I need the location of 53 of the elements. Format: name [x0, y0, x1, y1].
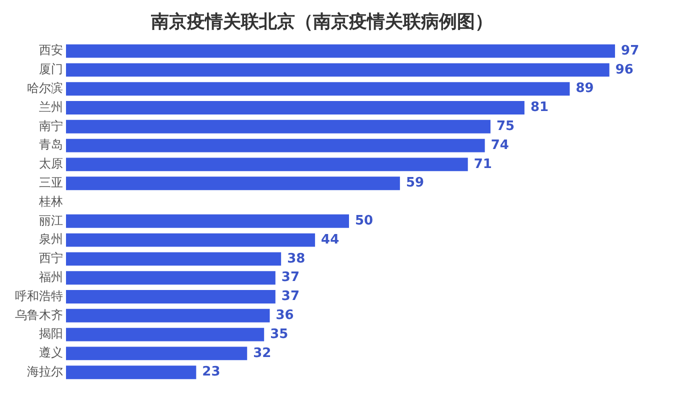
data-label: 71 — [474, 156, 492, 172]
y-tick-label: 丽江 — [39, 213, 63, 228]
bar — [66, 63, 610, 77]
bar — [66, 158, 468, 172]
y-tick-label: 兰州 — [39, 100, 63, 114]
data-label: 35 — [270, 326, 288, 342]
y-tick-label: 呼和浩特 — [15, 288, 63, 303]
y-tick-label: 厦门 — [39, 62, 63, 76]
y-tick-label: 西安 — [39, 43, 63, 58]
y-tick-label: 遵义 — [39, 346, 63, 360]
data-label: 96 — [615, 62, 634, 78]
data-label: 23 — [202, 364, 220, 380]
y-tick-label: 福州 — [39, 270, 63, 284]
y-tick-label: 哈尔滨 — [27, 80, 63, 95]
y-tick-label: 太原 — [39, 156, 63, 171]
bar — [66, 120, 490, 134]
data-label: 89 — [576, 81, 594, 96]
data-label: 38 — [287, 251, 306, 266]
y-tick-label: 南宁 — [39, 118, 63, 133]
bar — [66, 233, 316, 247]
bar — [66, 101, 524, 114]
data-label: 59 — [406, 176, 424, 191]
data-label: 74 — [490, 138, 509, 153]
bar — [66, 366, 196, 380]
y-tick-label: 三亚 — [39, 175, 63, 190]
data-label: 75 — [496, 119, 515, 134]
data-label: 44 — [321, 232, 340, 248]
bar — [66, 290, 276, 304]
y-tick-label: 海拉尔 — [27, 364, 63, 378]
bar — [66, 271, 276, 285]
bar — [66, 44, 616, 58]
bar — [66, 308, 270, 322]
data-label: 37 — [281, 289, 300, 304]
bar — [66, 214, 349, 228]
bar — [66, 138, 485, 152]
y-tick-label: 乌鲁木齐 — [15, 308, 63, 322]
bar — [66, 82, 570, 96]
chart-title: 南京疫情关联北京（南京疫情关联病例图） — [150, 11, 493, 32]
data-label: 32 — [253, 346, 272, 361]
y-tick-label: 泉州 — [39, 232, 63, 246]
bar — [66, 346, 248, 360]
y-tick-label: 青岛 — [39, 138, 63, 152]
data-label: 81 — [530, 100, 549, 116]
y-tick-label: 揭阳 — [39, 326, 63, 341]
bar — [66, 176, 400, 190]
bar — [66, 252, 282, 266]
data-label: 50 — [355, 214, 374, 229]
data-label: 37 — [281, 270, 300, 286]
data-label: 97 — [621, 43, 640, 58]
bar — [66, 328, 264, 342]
data-label: 36 — [276, 308, 294, 324]
y-tick-label: 桂林 — [38, 194, 63, 208]
y-tick-label: 西宁 — [39, 251, 63, 266]
